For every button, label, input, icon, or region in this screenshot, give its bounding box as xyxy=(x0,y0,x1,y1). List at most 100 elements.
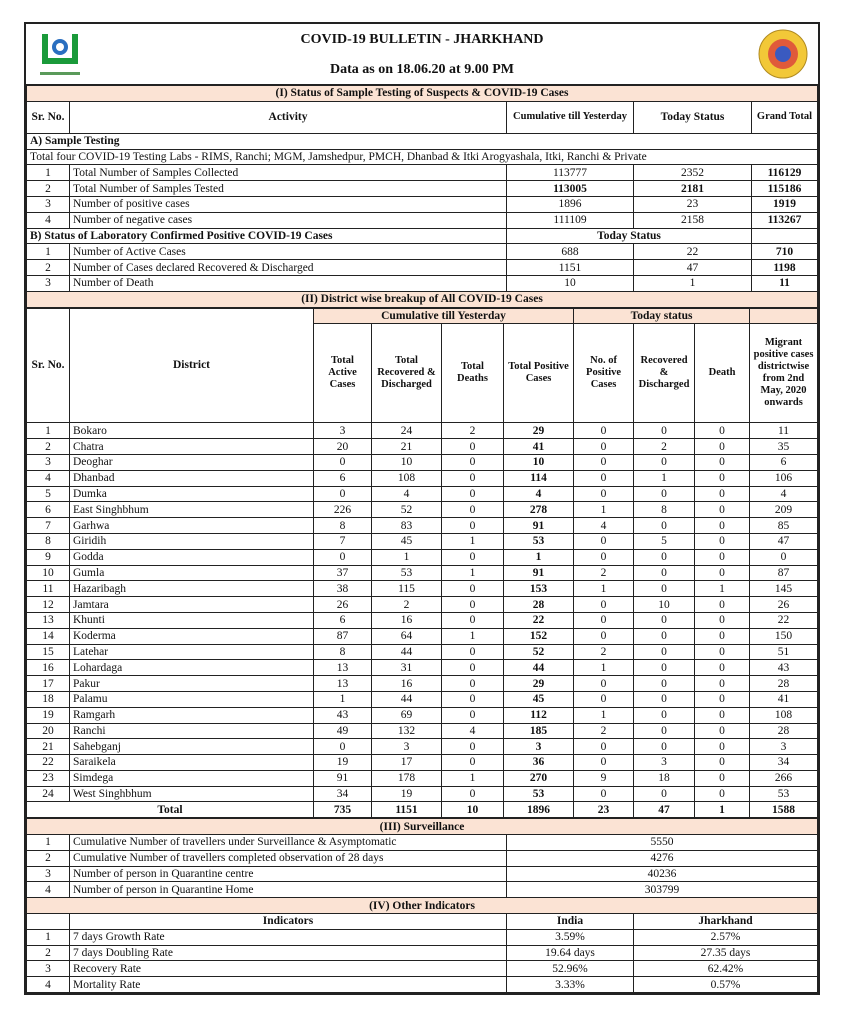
grand-total: 1919 xyxy=(751,195,818,213)
today-recovered: 2 xyxy=(633,438,696,455)
district: Giridih xyxy=(69,532,314,550)
active: 1 xyxy=(313,690,372,708)
today-positive: 2 xyxy=(573,643,635,661)
today-recovered: 0 xyxy=(633,675,696,692)
today-recovered: 0 xyxy=(633,785,696,803)
deaths: 0 xyxy=(441,517,504,534)
migrant: 209 xyxy=(749,501,818,519)
migrant: 28 xyxy=(749,722,818,740)
bulletin-date: Data as on 18.06.20 at 9.00 PM xyxy=(330,62,514,77)
migrant: 41 xyxy=(749,690,818,708)
sr-no: 5 xyxy=(26,485,70,503)
migrant: 53 xyxy=(749,785,818,803)
migrant: 11 xyxy=(749,422,818,440)
district: Lohardaga xyxy=(69,659,314,677)
today-recovered: 5 xyxy=(633,532,696,550)
column-header: District xyxy=(69,307,314,424)
recovered: 44 xyxy=(371,690,442,708)
today-positive: 0 xyxy=(573,469,635,487)
today-positive: 0 xyxy=(573,611,635,629)
sample-testing-table: (I) Status of Sample Testing of Suspects… xyxy=(26,85,818,308)
today-recovered: 10 xyxy=(633,596,696,613)
activity: Number of positive cases xyxy=(69,195,507,213)
cumulative: 688 xyxy=(506,243,634,261)
migrant: 150 xyxy=(749,627,818,645)
activity: Number of Active Cases xyxy=(69,243,507,261)
total-positive: 114 xyxy=(502,469,575,487)
district-row: 15 Latehar 8 44 0 52 2 0 0 51 xyxy=(26,643,818,661)
total-positive: 10 xyxy=(502,453,575,471)
district-row: 16 Lohardaga 13 31 0 44 1 0 0 43 xyxy=(26,659,818,677)
total-positive: 152 xyxy=(502,627,575,645)
today-recovered: 0 xyxy=(633,627,696,645)
column-header: Total Positive Cases xyxy=(502,323,575,424)
active: 6 xyxy=(313,469,372,487)
today-recovered: 18 xyxy=(633,769,696,787)
column-header: Indicators xyxy=(69,913,507,930)
today-positive: 0 xyxy=(573,532,635,550)
district: Sahebganj xyxy=(69,738,314,756)
section-1-header: (I) Status of Sample Testing of Suspects… xyxy=(26,85,818,102)
deaths: 0 xyxy=(441,611,504,629)
sr-no: 3 xyxy=(26,453,70,471)
today-recovered: 0 xyxy=(633,690,696,708)
district-row: 22 Saraikela 19 17 0 36 0 3 0 34 xyxy=(26,754,818,771)
deaths: 1 xyxy=(441,769,504,787)
sr-no: 21 xyxy=(26,738,70,756)
column-header: India xyxy=(506,913,634,930)
today-death: 0 xyxy=(694,754,751,771)
sr-no: 2 xyxy=(26,944,70,962)
surveillance-row: 3 Number of person in Quarantine centre 40… xyxy=(26,865,818,883)
column-header: No. of Positive Cases xyxy=(573,323,635,424)
sr-no: 11 xyxy=(26,580,70,598)
blank xyxy=(26,913,70,930)
today-death: 0 xyxy=(694,722,751,740)
today: 2158 xyxy=(633,211,752,229)
today-death: 0 xyxy=(694,611,751,629)
active: 19 xyxy=(313,754,372,771)
today-positive: 0 xyxy=(573,422,635,440)
recovered: 108 xyxy=(371,469,442,487)
sr-no: 6 xyxy=(26,501,70,519)
district: Ramgarh xyxy=(69,706,314,724)
recovered: 16 xyxy=(371,611,442,629)
recovered: 24 xyxy=(371,422,442,440)
sr-no: 3 xyxy=(26,274,70,292)
district: Deoghar xyxy=(69,453,314,471)
today-positive: 1 xyxy=(573,580,635,598)
deaths: 2 xyxy=(441,422,504,440)
district: East Singhbhum xyxy=(69,501,314,519)
deaths: 0 xyxy=(441,643,504,661)
today: 1 xyxy=(633,274,752,292)
today-recovered: 0 xyxy=(633,517,696,534)
total-positive: 1 xyxy=(502,548,575,566)
today-recovered: 0 xyxy=(633,722,696,740)
description: Number of person in Quarantine Home xyxy=(69,881,507,899)
today-recovered: 0 xyxy=(633,485,696,503)
migrant: 6 xyxy=(749,453,818,471)
today-death: 0 xyxy=(694,785,751,803)
total-positive: 4 xyxy=(502,485,575,503)
recovered: 19 xyxy=(371,785,442,803)
cumulative: 111109 xyxy=(506,211,634,229)
sr-no: 4 xyxy=(26,211,70,229)
jharkhand-value: 27.35 days xyxy=(633,944,818,962)
jharkhand-value: 62.42% xyxy=(633,960,818,978)
deaths: 0 xyxy=(441,596,504,613)
recovered: 10 xyxy=(371,453,442,471)
today-death: 0 xyxy=(694,453,751,471)
migrant: 28 xyxy=(749,675,818,692)
active: 38 xyxy=(313,580,372,598)
district-row: 13 Khunti 6 16 0 22 0 0 0 22 xyxy=(26,611,818,629)
today-death: 0 xyxy=(694,675,751,692)
table-row: 2 Total Number of Samples Tested 113005 218… xyxy=(26,180,818,197)
today-positive: 2 xyxy=(573,722,635,740)
today: 2181 xyxy=(633,180,752,197)
today-recovered: 0 xyxy=(633,580,696,598)
district: Khunti xyxy=(69,611,314,629)
column-header: Total Active Cases xyxy=(313,323,372,424)
district: Hazaribagh xyxy=(69,580,314,598)
grand-total: 115186 xyxy=(751,180,818,197)
